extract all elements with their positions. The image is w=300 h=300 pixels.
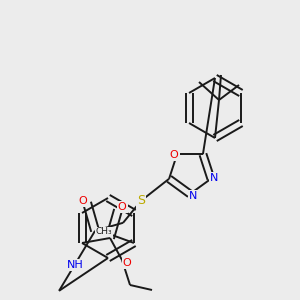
Text: O: O	[123, 258, 131, 268]
Text: NH: NH	[67, 260, 83, 270]
Text: S: S	[137, 194, 145, 207]
Text: CH₃: CH₃	[96, 227, 112, 236]
Text: N: N	[189, 191, 197, 201]
Text: O: O	[118, 202, 126, 212]
Text: O: O	[79, 196, 88, 206]
Text: N: N	[210, 173, 218, 183]
Text: O: O	[170, 150, 178, 160]
